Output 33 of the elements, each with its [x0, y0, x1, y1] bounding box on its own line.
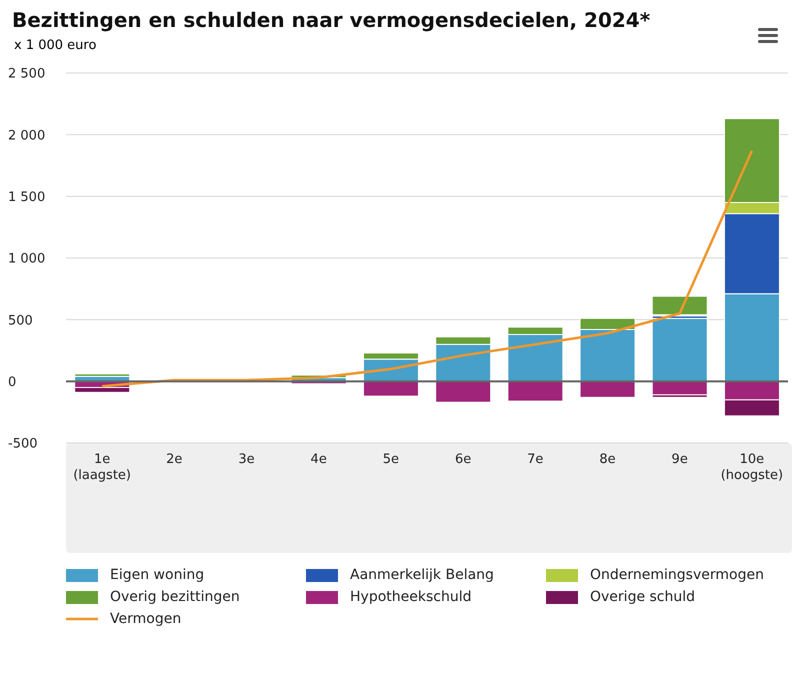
y-tick-label: 0 [8, 374, 16, 390]
chart-title: Bezittingen en schulden naar vermogensdecielen, 2024* [12, 8, 652, 32]
legend-label: Hypotheekschuld [350, 589, 472, 605]
legend-label: Ondernemingsvermogen [590, 567, 764, 583]
x-tick-label: 4e [310, 452, 327, 467]
y-axis-title: x 1 000 euro [14, 38, 98, 53]
bar [74, 373, 130, 377]
line-series [100, 149, 754, 388]
legend-label: Vermogen [110, 611, 182, 627]
legend-label: Aanmerkelijk Belang [350, 567, 494, 583]
x-tick-label: 8e [599, 452, 616, 467]
x-tick-label: 1e (laagste) [73, 452, 132, 483]
bar [580, 380, 636, 398]
x-tick-label: 10e (hoogste) [720, 452, 784, 483]
y-tick-label: -500 [8, 436, 38, 452]
legend-label: Overige schuld [590, 589, 696, 605]
bar [435, 380, 492, 403]
x-tick-label: 2e [166, 452, 182, 467]
y-tick-label: 2 500 [8, 66, 46, 82]
x-tick-label: 7e [527, 452, 544, 467]
y-tick-label: 1 500 [8, 190, 46, 205]
y-tick-label: 1 000 [8, 252, 46, 267]
bar [652, 296, 708, 316]
legend-label: Overig bezittingen [110, 589, 240, 605]
y-tick-label: 2 000 [8, 128, 46, 144]
bar [652, 318, 708, 382]
x-tick-label: 5e [382, 452, 400, 467]
bar [507, 380, 564, 402]
x-tick-label: 3e [238, 452, 255, 467]
x-tick-label: 9e [672, 452, 688, 467]
x-tick-label: 6e [454, 452, 472, 467]
y-tick-label: 500 [8, 313, 33, 328]
legend-label: Eigen woning [110, 567, 204, 583]
